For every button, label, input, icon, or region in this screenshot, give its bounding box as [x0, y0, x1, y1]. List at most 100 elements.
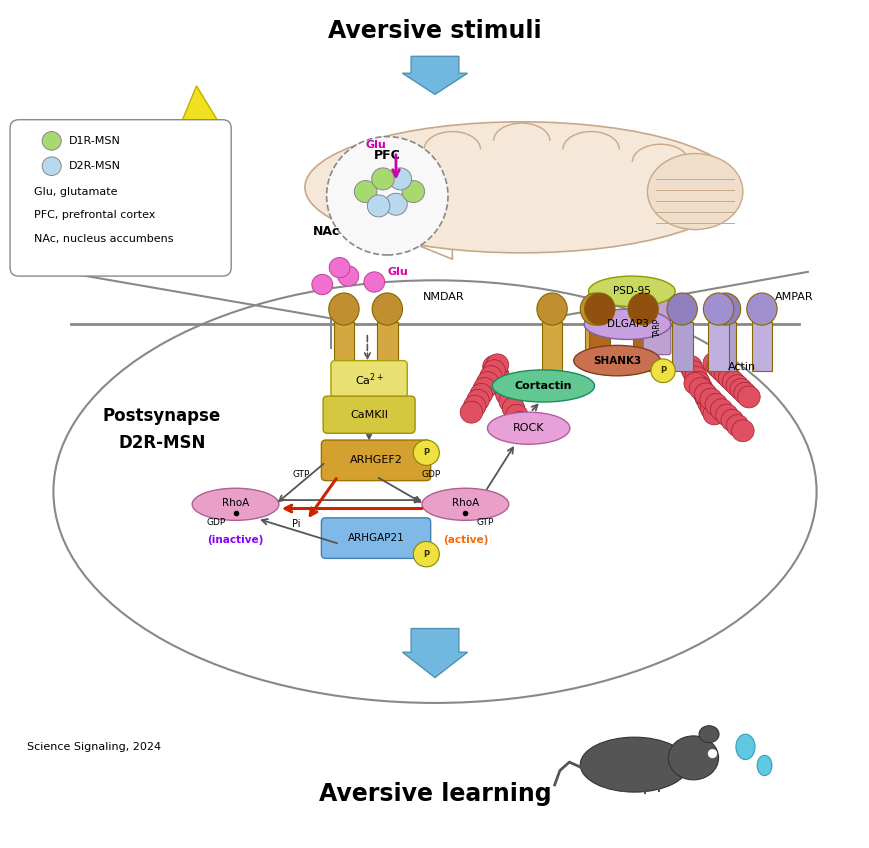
Text: ARHGAP21: ARHGAP21 — [348, 533, 404, 543]
Text: PFC: PFC — [374, 148, 401, 162]
Circle shape — [476, 371, 499, 393]
Circle shape — [689, 377, 712, 399]
Bar — [671, 321, 692, 371]
Text: AMPAR: AMPAR — [774, 293, 813, 302]
Circle shape — [413, 440, 439, 466]
Ellipse shape — [699, 726, 718, 743]
Text: GTP: GTP — [293, 470, 309, 479]
Circle shape — [726, 375, 748, 397]
Ellipse shape — [709, 293, 740, 325]
Ellipse shape — [667, 293, 697, 325]
Circle shape — [508, 411, 531, 433]
Ellipse shape — [304, 122, 738, 253]
Circle shape — [505, 404, 527, 427]
Circle shape — [737, 386, 760, 408]
Text: P: P — [423, 550, 429, 559]
Ellipse shape — [536, 293, 567, 325]
Ellipse shape — [583, 309, 670, 339]
Text: PFC, prefrontal cortex: PFC, prefrontal cortex — [34, 210, 156, 220]
Text: GTP: GTP — [476, 518, 494, 527]
Text: GDP: GDP — [207, 518, 226, 527]
Ellipse shape — [421, 488, 508, 521]
Circle shape — [704, 393, 726, 416]
Circle shape — [367, 195, 389, 217]
Circle shape — [710, 399, 732, 421]
Circle shape — [495, 383, 518, 405]
Circle shape — [42, 131, 61, 150]
Text: SHANK3: SHANK3 — [593, 355, 640, 365]
Circle shape — [488, 370, 511, 392]
Bar — [376, 321, 397, 371]
FancyBboxPatch shape — [10, 120, 231, 276]
Text: Aversive stimuli: Aversive stimuli — [328, 19, 541, 43]
Circle shape — [681, 360, 704, 382]
Text: Glu, glutamate: Glu, glutamate — [34, 187, 117, 197]
Circle shape — [492, 377, 514, 399]
Ellipse shape — [627, 293, 658, 325]
Text: Pi: Pi — [292, 519, 300, 529]
Ellipse shape — [735, 734, 754, 760]
Circle shape — [729, 378, 752, 400]
Ellipse shape — [667, 736, 718, 780]
Bar — [707, 321, 728, 371]
Text: PSD-95: PSD-95 — [613, 287, 650, 296]
Text: Glu: Glu — [387, 267, 408, 276]
Circle shape — [363, 272, 384, 293]
Text: (active): (active) — [442, 535, 488, 544]
Bar — [584, 321, 605, 371]
Circle shape — [326, 137, 448, 255]
Circle shape — [479, 365, 501, 388]
Circle shape — [707, 750, 716, 758]
Circle shape — [486, 354, 508, 376]
Text: RhoA: RhoA — [222, 499, 249, 509]
Circle shape — [460, 401, 482, 423]
FancyBboxPatch shape — [321, 518, 430, 558]
Ellipse shape — [372, 293, 402, 325]
FancyBboxPatch shape — [322, 396, 415, 433]
Text: TARP: TARP — [652, 318, 660, 338]
Circle shape — [413, 542, 439, 566]
Circle shape — [401, 181, 424, 203]
Circle shape — [718, 367, 740, 389]
Circle shape — [469, 383, 492, 405]
Bar — [333, 321, 354, 371]
Ellipse shape — [587, 276, 674, 306]
Text: Cortactin: Cortactin — [514, 381, 572, 391]
Ellipse shape — [580, 737, 688, 792]
Circle shape — [710, 360, 733, 382]
Circle shape — [371, 168, 394, 190]
Ellipse shape — [487, 412, 569, 444]
FancyBboxPatch shape — [321, 440, 430, 481]
Text: ROCK: ROCK — [513, 423, 544, 433]
Circle shape — [687, 371, 709, 393]
Circle shape — [694, 387, 717, 409]
Ellipse shape — [492, 370, 594, 402]
Text: P: P — [423, 449, 429, 457]
Circle shape — [679, 355, 701, 377]
Polygon shape — [182, 86, 222, 158]
Circle shape — [501, 398, 524, 420]
Circle shape — [699, 388, 721, 410]
Circle shape — [693, 383, 716, 405]
Text: Glu: Glu — [365, 140, 386, 150]
Ellipse shape — [53, 281, 816, 703]
Text: ARHGEF2: ARHGEF2 — [349, 455, 402, 466]
Circle shape — [731, 420, 753, 442]
Circle shape — [463, 395, 486, 417]
Circle shape — [499, 390, 521, 412]
Circle shape — [715, 404, 738, 426]
Circle shape — [697, 393, 720, 415]
FancyBboxPatch shape — [330, 360, 407, 398]
Circle shape — [713, 364, 736, 385]
Text: Science Signaling, 2024: Science Signaling, 2024 — [28, 742, 162, 752]
Text: NAc, nucleus accumbens: NAc, nucleus accumbens — [34, 234, 174, 244]
Text: Postsynapse: Postsynapse — [103, 406, 221, 425]
Text: D2R-MSN: D2R-MSN — [118, 433, 205, 452]
Circle shape — [733, 382, 755, 404]
Circle shape — [388, 168, 411, 190]
Circle shape — [328, 258, 349, 278]
Circle shape — [482, 360, 505, 382]
Circle shape — [466, 389, 488, 411]
Circle shape — [42, 157, 61, 176]
Ellipse shape — [584, 293, 614, 325]
